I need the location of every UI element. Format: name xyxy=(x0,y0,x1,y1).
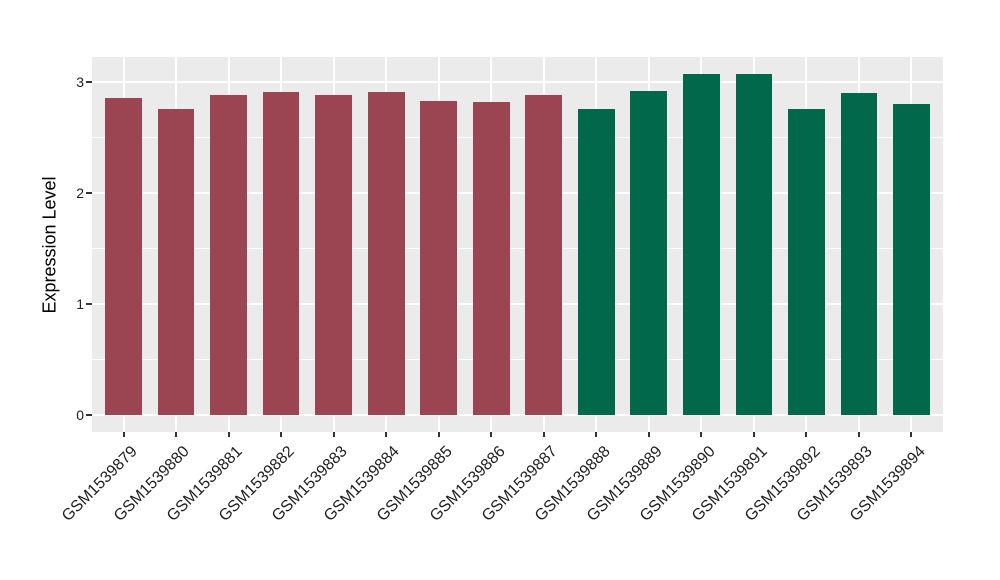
bar-GSM1539887 xyxy=(525,95,563,415)
x-tick-mark xyxy=(490,432,493,437)
x-tick-mark xyxy=(857,432,860,437)
bar-GSM1539891 xyxy=(735,73,773,415)
x-tick-mark xyxy=(647,432,650,437)
bar-GSM1539885 xyxy=(420,100,458,415)
x-tick-mark xyxy=(595,432,598,437)
bar-GSM1539888 xyxy=(577,109,615,415)
plot-panel xyxy=(92,57,943,432)
bar-GSM1539889 xyxy=(630,90,668,415)
bar-GSM1539884 xyxy=(367,91,405,415)
bar-GSM1539881 xyxy=(210,95,247,415)
y-tick-mark xyxy=(86,80,92,83)
minor-gridline-y xyxy=(92,136,943,138)
y-tick-label: 2 xyxy=(76,184,84,201)
x-tick-mark xyxy=(752,432,755,437)
x-tick-mark xyxy=(910,432,913,437)
bar-GSM1539893 xyxy=(840,92,878,415)
y-tick-label: 0 xyxy=(76,407,84,423)
y-tick-label: 3 xyxy=(76,73,84,90)
x-tick-mark xyxy=(700,432,703,437)
x-tick-mark xyxy=(385,432,388,437)
x-tick-mark xyxy=(542,432,545,437)
y-tick-mark xyxy=(86,191,92,194)
x-tick-mark xyxy=(437,432,440,437)
x-tick-mark xyxy=(332,432,335,437)
major-gridline-y xyxy=(92,80,943,83)
minor-gridline-y xyxy=(92,247,943,249)
bar-GSM1539894 xyxy=(893,103,930,415)
y-tick-mark xyxy=(86,414,92,416)
bar-GSM1539892 xyxy=(788,109,825,415)
x-tick-mark xyxy=(227,432,230,437)
x-tick-mark xyxy=(805,432,808,437)
major-gridline-y xyxy=(92,414,943,416)
bar-GSM1539882 xyxy=(262,91,300,415)
y-tick-mark xyxy=(86,302,92,305)
bar-GSM1539886 xyxy=(472,101,510,415)
x-tick-mark xyxy=(280,432,283,437)
bar-GSM1539880 xyxy=(157,109,195,415)
major-gridline-y xyxy=(92,302,943,305)
y-tick-label: 1 xyxy=(76,295,84,312)
bar-GSM1539890 xyxy=(682,73,720,415)
major-gridline-y xyxy=(92,191,943,194)
bar-GSM1539883 xyxy=(315,95,353,415)
minor-gridline-y xyxy=(92,358,943,360)
x-tick-mark xyxy=(175,432,178,437)
x-tick-mark xyxy=(122,432,125,437)
bar-GSM1539879 xyxy=(105,98,142,415)
